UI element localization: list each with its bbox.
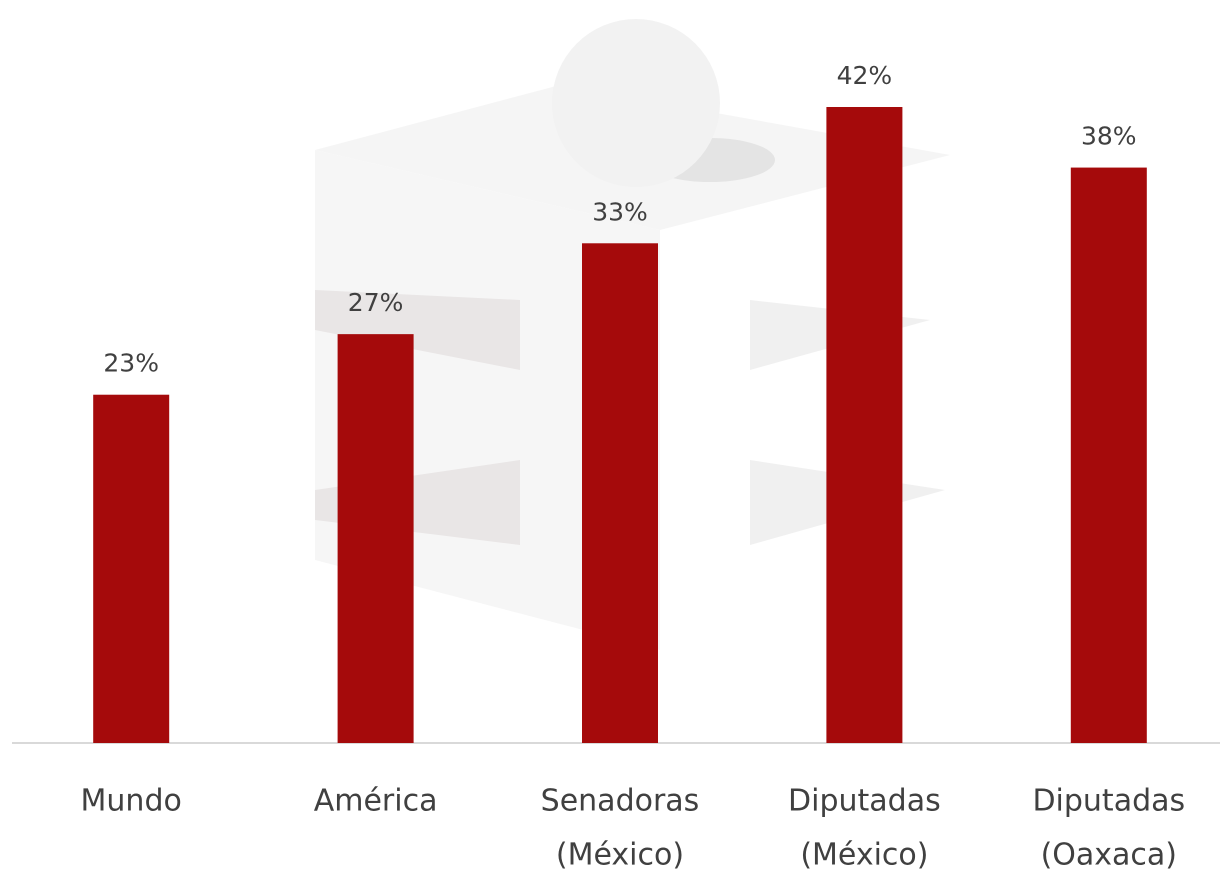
value-label: 27%	[348, 288, 404, 317]
bar	[1070, 167, 1147, 744]
x-tick-label: Diputadas	[1032, 784, 1185, 819]
x-tick-label: (México)	[556, 838, 684, 873]
bar	[582, 243, 658, 744]
x-tick-label: Diputadas	[788, 784, 941, 819]
value-label: 38%	[1081, 122, 1137, 151]
value-label: 42%	[837, 61, 893, 90]
x-tick-label: (Oaxaca)	[1041, 838, 1177, 873]
bar	[337, 334, 414, 743]
bar	[93, 394, 170, 743]
value-label: 33%	[592, 197, 648, 226]
x-tick-label: América	[314, 784, 438, 819]
x-tick-label: Mundo	[81, 784, 182, 819]
bar	[826, 107, 903, 743]
value-label: 23%	[103, 349, 159, 378]
x-tick-label: Senadoras	[541, 784, 700, 819]
x-tick-label: (México)	[800, 838, 928, 873]
